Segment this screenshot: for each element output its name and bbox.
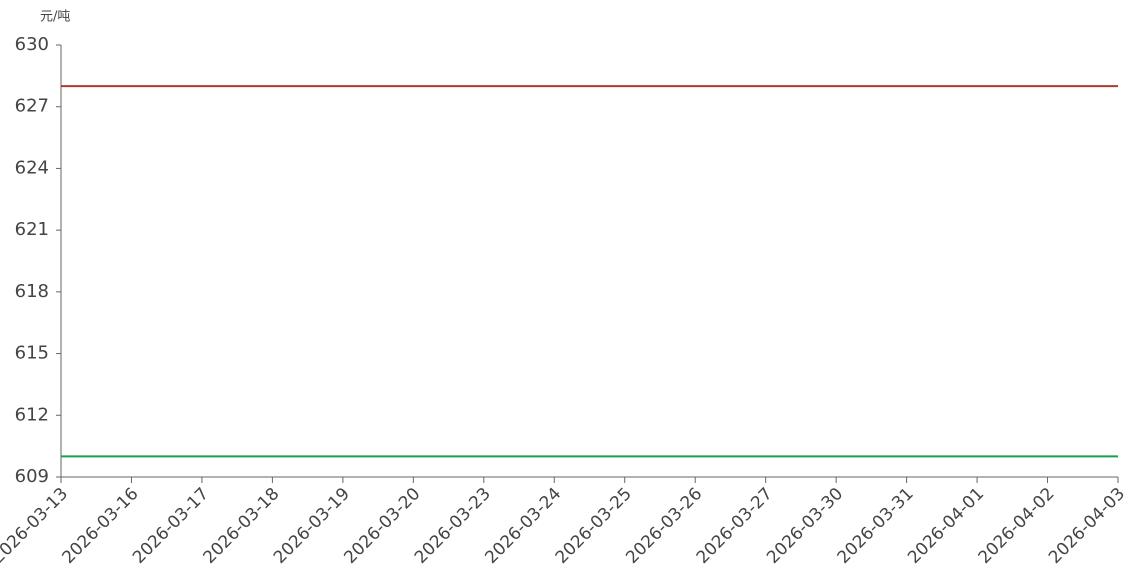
y-tick-label: 630 <box>15 34 49 55</box>
y-tick-label: 621 <box>15 219 49 240</box>
y-tick-label: 612 <box>15 404 49 425</box>
x-tick-label: 2026-04-03 <box>1045 484 1129 568</box>
y-tick-label: 618 <box>15 281 49 302</box>
y-axis-unit: 元/吨 <box>40 10 70 25</box>
y-tick-label: 615 <box>15 343 49 364</box>
y-tick-label: 624 <box>15 157 49 178</box>
y-tick-label: 627 <box>15 96 49 117</box>
y-tick-label: 609 <box>15 466 49 487</box>
